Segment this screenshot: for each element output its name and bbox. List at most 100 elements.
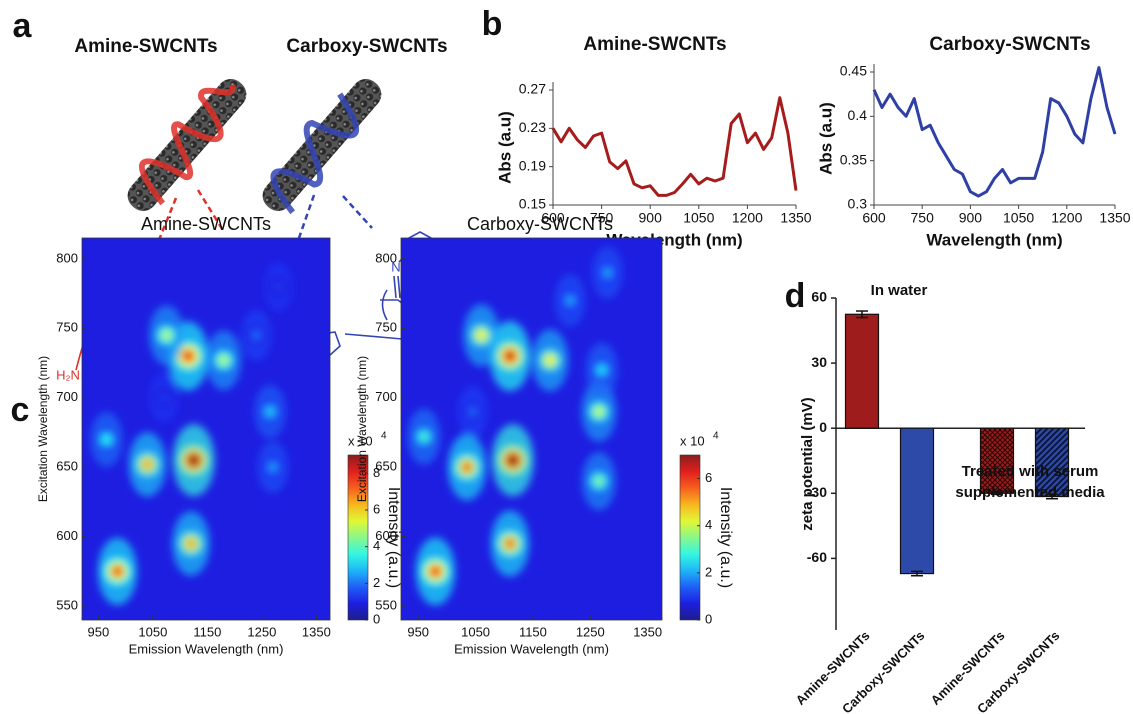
spot bbox=[477, 331, 485, 339]
y-axis-label: Excitation Wavelength (nm) bbox=[355, 356, 369, 502]
spot bbox=[598, 366, 605, 374]
y-tick-label: 800 bbox=[375, 250, 397, 265]
spot bbox=[546, 356, 554, 364]
y-tick-label: 0.35 bbox=[840, 151, 867, 167]
dashed-line bbox=[148, 197, 178, 263]
y-tick-label: 0.4 bbox=[848, 107, 868, 123]
x-axis-label: Wavelength (nm) bbox=[926, 230, 1062, 249]
plot-frame bbox=[81, 237, 331, 621]
y-tick-label: 0.27 bbox=[519, 81, 546, 97]
annotation: In water bbox=[871, 282, 928, 299]
spot bbox=[113, 567, 122, 576]
spot bbox=[462, 463, 471, 472]
y-tick-label: 0.15 bbox=[519, 196, 546, 212]
spot bbox=[508, 455, 518, 465]
colorbar-tick-label: 0 bbox=[705, 611, 712, 626]
panel-label: d bbox=[785, 277, 806, 315]
y-tick-label: 600 bbox=[375, 528, 397, 543]
y-axis-label: Excitation Wavelength (nm) bbox=[36, 356, 50, 502]
spot bbox=[220, 356, 228, 364]
colorbar-tick-label: 0 bbox=[373, 611, 380, 626]
bar bbox=[899, 427, 935, 575]
colorbar-unit-exponent: 4 bbox=[381, 431, 387, 442]
heatmap-blur bbox=[90, 262, 293, 606]
atom-label: H₂N bbox=[56, 367, 80, 382]
chart-title: Amine-SWCNTs bbox=[141, 214, 271, 234]
spot bbox=[506, 539, 514, 548]
x-tick-label: 1200 bbox=[1051, 210, 1082, 226]
x-tick-label: 900 bbox=[959, 210, 983, 226]
spot bbox=[162, 331, 170, 339]
spectrum-line bbox=[551, 96, 798, 197]
atom-label: N bbox=[391, 259, 400, 274]
colorbar-unit-exponent: 4 bbox=[713, 431, 719, 442]
spot bbox=[187, 539, 195, 548]
x-tick-label: 1050 bbox=[1003, 210, 1034, 226]
x-tick-label: 1250 bbox=[247, 624, 276, 639]
colorbar bbox=[679, 454, 701, 621]
bond bbox=[397, 275, 401, 299]
spot bbox=[269, 464, 276, 471]
y-axis-label: Abs (a.u) bbox=[495, 111, 514, 184]
panel-label: a bbox=[13, 7, 33, 45]
chart-title: Carboxy-SWCNTs bbox=[929, 34, 1090, 55]
y-tick-label: 0.45 bbox=[840, 63, 867, 79]
x-tick-label: 1050 bbox=[138, 624, 167, 639]
x-tick-label: 600 bbox=[541, 210, 565, 226]
y-axis-label: zeta potential (mV) bbox=[799, 397, 816, 530]
colorbar-unit: x 10 bbox=[680, 433, 705, 448]
y-tick-label: 0 bbox=[819, 419, 827, 435]
spot bbox=[431, 567, 440, 576]
bond bbox=[393, 275, 397, 299]
x-axis-label: Emission Wavelength (nm) bbox=[454, 641, 609, 656]
chart-title: Amine-SWCNTs bbox=[583, 34, 726, 55]
colorbar-tick-label: 2 bbox=[705, 564, 712, 579]
x-tick-label: 1350 bbox=[1099, 210, 1130, 226]
x-tick-label: 1250 bbox=[576, 624, 605, 639]
y-tick-label: 0.3 bbox=[848, 196, 868, 212]
x-tick-label: 900 bbox=[639, 210, 663, 226]
chart-title: Carboxy-SWCNTs bbox=[467, 214, 613, 234]
x-axis-label: Emission Wavelength (nm) bbox=[129, 641, 284, 656]
diagram-title: Amine-SWCNTs bbox=[74, 36, 217, 57]
annotation: Treated with serum bbox=[962, 463, 1099, 480]
colorbar bbox=[347, 454, 369, 621]
nanotube bbox=[127, 79, 247, 211]
x-tick-label: 1150 bbox=[519, 624, 547, 639]
x-tick-label: 600 bbox=[862, 210, 886, 226]
colorbar-label: Intensity (a.u.) bbox=[385, 487, 402, 588]
spot bbox=[567, 297, 574, 304]
y-tick-label: 650 bbox=[56, 459, 78, 474]
y-tick-label: 600 bbox=[56, 528, 78, 543]
panel-label: c bbox=[11, 391, 30, 429]
spot bbox=[275, 283, 281, 290]
spot bbox=[143, 460, 152, 469]
colorbar-tick-label: 4 bbox=[705, 517, 712, 532]
heatmap-field bbox=[90, 262, 293, 606]
plot-frame bbox=[400, 237, 663, 621]
x-tick-label: 1350 bbox=[302, 624, 331, 639]
bar bbox=[844, 313, 880, 429]
diagram-title: Carboxy-SWCNTs bbox=[286, 36, 447, 57]
y-tick-label: 650 bbox=[375, 459, 397, 474]
colorbar-tick-label: 8 bbox=[373, 465, 380, 480]
colorbar-tick-label: 2 bbox=[373, 575, 380, 590]
spot bbox=[184, 351, 193, 361]
dashed-line bbox=[342, 195, 373, 229]
nanotube bbox=[262, 79, 382, 215]
x-tick-label: 1350 bbox=[633, 624, 662, 639]
spot bbox=[189, 455, 199, 465]
y-tick-label: 750 bbox=[56, 320, 78, 335]
x-tick-label: 1150 bbox=[193, 624, 221, 639]
colorbar-unit: x 10 bbox=[348, 433, 373, 448]
y-tick-label: -30 bbox=[807, 484, 827, 500]
spot bbox=[595, 477, 603, 485]
colorbar-tick-label: 6 bbox=[373, 501, 380, 516]
y-tick-label: 30 bbox=[811, 354, 827, 370]
bar bbox=[979, 427, 1015, 494]
y-tick-label: -60 bbox=[807, 549, 827, 565]
x-tick-label: 750 bbox=[911, 210, 935, 226]
heatmap-field bbox=[407, 246, 623, 606]
spot bbox=[604, 269, 611, 276]
panel-label: b bbox=[482, 5, 503, 43]
